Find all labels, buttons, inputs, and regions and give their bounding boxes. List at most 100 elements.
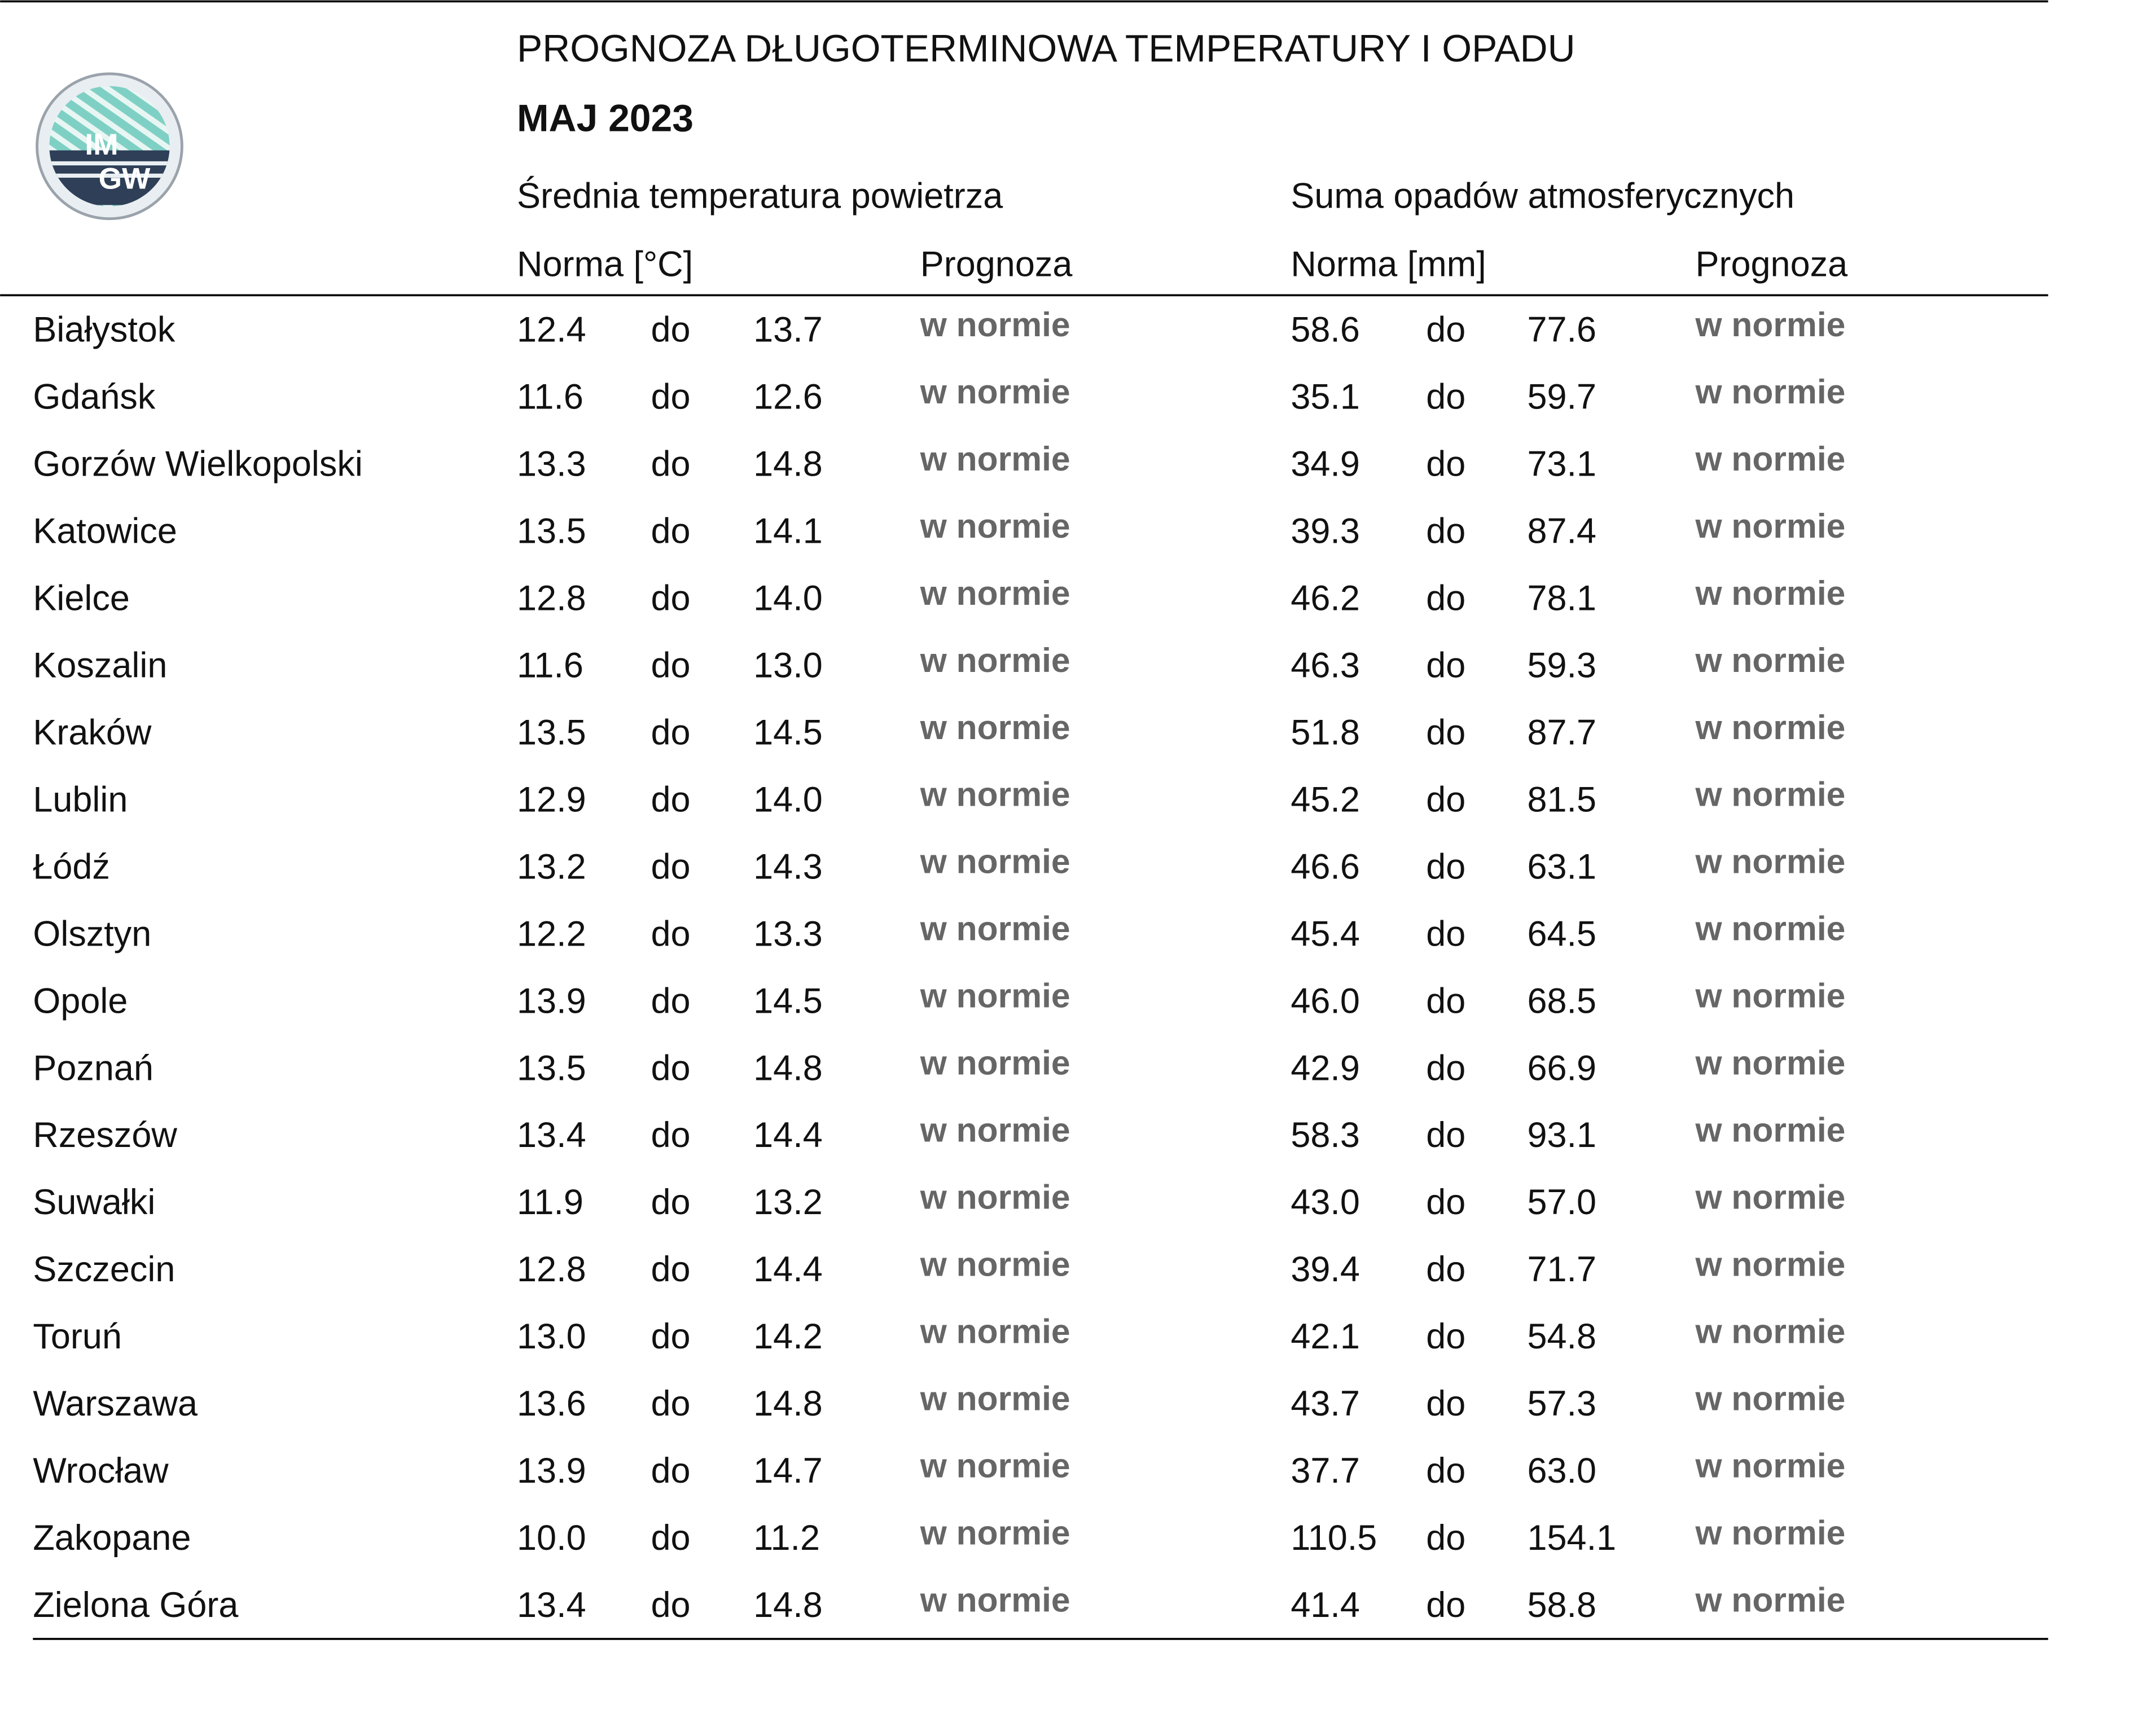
city: Białystok [33, 310, 175, 350]
temp-min: 13.5 [517, 1048, 586, 1088]
temp-max: 14.5 [753, 981, 823, 1021]
city: Koszalin [33, 646, 167, 685]
precip-min: 39.4 [1291, 1250, 1360, 1289]
temp-max: 14.8 [753, 1048, 823, 1088]
precip-min: 46.0 [1291, 981, 1360, 1021]
precip-max: 93.1 [1527, 1115, 1596, 1155]
temp-min: 13.0 [517, 1317, 586, 1356]
range-word: do [1426, 310, 1465, 350]
temp-forecast: w normie [920, 842, 1070, 881]
precip-forecast: w normie [1695, 1178, 1846, 1216]
precip-max: 87.7 [1527, 713, 1596, 752]
city: Kielce [33, 579, 130, 618]
range-word: do [1426, 981, 1465, 1021]
precip-max: 57.3 [1527, 1384, 1596, 1423]
temp-max: 14.8 [753, 1585, 823, 1625]
temp-min: 10.0 [517, 1518, 586, 1558]
range-word: do [651, 1048, 690, 1088]
precip-min: 58.3 [1291, 1115, 1360, 1155]
temp-forecast: w normie [920, 305, 1070, 344]
precip-forecast: w normie [1695, 507, 1846, 545]
range-word: do [651, 914, 690, 953]
temp-max: 12.6 [753, 377, 823, 417]
precip-forecast: w normie [1695, 842, 1846, 881]
precip-max: 64.5 [1527, 914, 1596, 953]
logo-text: GW [99, 162, 151, 195]
range-word: do [651, 1317, 690, 1356]
precip-min: 34.9 [1291, 445, 1360, 484]
temp-min: 13.5 [517, 512, 586, 551]
temp-max: 14.8 [753, 445, 823, 484]
temp-forecast: w normie [920, 977, 1070, 1015]
range-word: do [651, 1115, 690, 1155]
precip-max: 87.4 [1527, 512, 1596, 551]
temp-min: 13.2 [517, 847, 586, 886]
precip-max: 59.7 [1527, 377, 1596, 417]
range-word: do [651, 713, 690, 752]
title: PROGNOZA DŁUGOTERMINOWA TEMPERATURY I OP… [517, 28, 1575, 70]
precip-min: 42.1 [1291, 1317, 1360, 1356]
precip-min: 45.2 [1291, 780, 1360, 819]
range-word: do [651, 512, 690, 551]
temp-forecast: w normie [920, 1178, 1070, 1216]
range-word: do [1426, 1518, 1465, 1558]
precip-max: 73.1 [1527, 445, 1596, 484]
temp-max: 14.1 [753, 512, 823, 551]
temp-forecast: w normie [920, 641, 1070, 679]
precip-forecast: w normie [1695, 440, 1846, 478]
range-word: do [1426, 1183, 1465, 1222]
range-word: do [1426, 914, 1465, 953]
city: Opole [33, 981, 128, 1021]
precip-min: 39.3 [1291, 512, 1360, 551]
range-word: do [651, 1250, 690, 1289]
range-word: do [1426, 1384, 1465, 1423]
temp-max: 13.3 [753, 914, 823, 953]
precip-max: 66.9 [1527, 1048, 1596, 1088]
precip-min: 43.7 [1291, 1384, 1360, 1423]
precip-forecast: w normie [1695, 977, 1846, 1015]
temp-max: 14.8 [753, 1384, 823, 1423]
temp-max: 14.0 [753, 780, 823, 819]
temp-forecast: w normie [920, 574, 1070, 612]
precip-forecast: w normie [1695, 1513, 1846, 1552]
precip-forecast: w normie [1695, 775, 1846, 814]
table-body: Białystok 12.4 do 13.7 w normie 58.6 do 77.6 w n… [33, 305, 1845, 1625]
city: Poznań [33, 1048, 153, 1088]
precip-forecast: w normie [1695, 305, 1846, 344]
temp-min: 13.6 [517, 1384, 586, 1423]
precip-forecast: w normie [1695, 1446, 1846, 1484]
temp-min: 13.4 [517, 1585, 586, 1625]
range-word: do [1426, 377, 1465, 417]
range-word: do [651, 377, 690, 417]
range-word: do [1426, 847, 1465, 886]
temp-forecast: w normie [920, 1379, 1070, 1417]
temp-min: 11.6 [517, 646, 583, 685]
precip-forecast: w normie [1695, 1245, 1846, 1283]
city: Olsztyn [33, 914, 151, 953]
city: Lublin [33, 780, 128, 819]
group-header: Suma opadów atmosferycznych [1291, 176, 1794, 216]
temp-max: 14.4 [753, 1115, 823, 1155]
temp-forecast: w normie [920, 1580, 1070, 1619]
precip-max: 58.8 [1527, 1585, 1596, 1625]
temp-min: 13.9 [517, 981, 586, 1021]
range-word: do [651, 579, 690, 618]
range-word: do [1426, 1451, 1465, 1491]
temp-min: 13.3 [517, 445, 586, 484]
range-word: do [1426, 713, 1465, 752]
precip-max: 63.0 [1527, 1451, 1596, 1491]
temp-min: 13.4 [517, 1115, 586, 1155]
range-word: do [651, 445, 690, 484]
range-word: do [651, 1384, 690, 1423]
range-word: do [1426, 579, 1465, 618]
precip-min: 37.7 [1291, 1451, 1360, 1491]
column-header: Prognoza [920, 244, 1073, 284]
city: Suwałki [33, 1183, 155, 1222]
temp-max: 14.5 [753, 713, 823, 752]
precip-forecast: w normie [1695, 1379, 1846, 1417]
range-word: do [651, 981, 690, 1021]
temp-max: 14.0 [753, 579, 823, 618]
logo: IM GW [36, 72, 183, 221]
city: Wrocław [33, 1451, 169, 1491]
